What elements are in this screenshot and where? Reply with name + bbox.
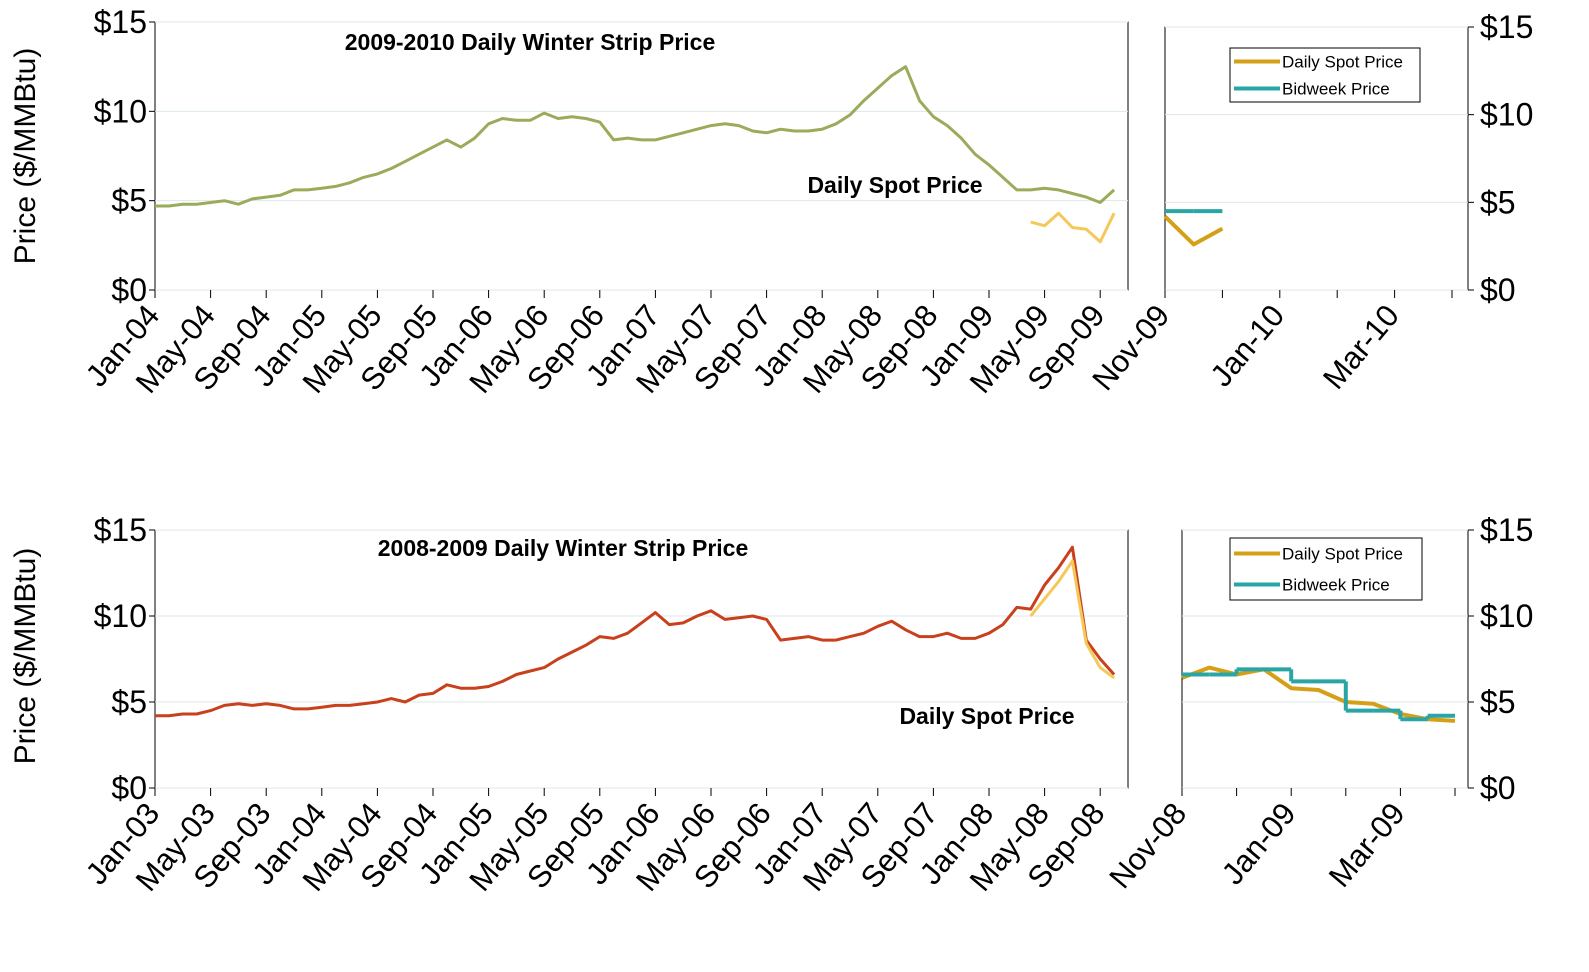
series-line <box>155 65 1116 208</box>
plot-area <box>154 21 1129 291</box>
x-tick-label: Jan-10 <box>1203 298 1291 393</box>
y-tick-label: $5 <box>1480 684 1516 720</box>
y-axis-label: Price ($/MMBtu) <box>9 548 42 765</box>
y-tick-label: $0 <box>111 272 147 308</box>
y-tick-label: $10 <box>94 93 147 129</box>
legend-label: Bidweek Price <box>1282 80 1390 99</box>
legend-label: Daily Spot Price <box>1282 545 1403 564</box>
series-line <box>1163 214 1224 247</box>
y-tick-label: $5 <box>1480 184 1516 220</box>
annotation: Daily Spot Price <box>807 172 982 198</box>
legend-label: Bidweek Price <box>1282 576 1390 595</box>
y-tick-label: $10 <box>1480 598 1533 634</box>
y-tick-label: $0 <box>111 770 147 806</box>
panel-title: 2008-2009 Daily Winter Strip Price <box>378 535 749 561</box>
series-line <box>155 545 1116 718</box>
y-tick-label: $0 <box>1480 770 1516 806</box>
plot-area <box>154 529 1129 789</box>
y-tick-label: $15 <box>94 512 147 548</box>
y-tick-label: $15 <box>1480 9 1533 45</box>
legend-box <box>1229 537 1423 601</box>
legend-box <box>1229 47 1421 103</box>
x-tick-label: Jan-09 <box>1215 796 1303 891</box>
x-tick-label: Mar-09 <box>1322 796 1412 894</box>
y-tick-label: $15 <box>1480 512 1533 548</box>
y-axis-label: Price ($/MMBtu) <box>9 48 42 265</box>
x-tick-label: Mar-10 <box>1316 298 1406 396</box>
panel-title: 2009-2010 Daily Winter Strip Price <box>345 29 716 55</box>
legend-label: Daily Spot Price <box>1282 53 1403 72</box>
x-tick-label: Nov-08 <box>1102 796 1193 895</box>
y-tick-label: $10 <box>1480 97 1533 133</box>
y-tick-label: $5 <box>111 183 147 219</box>
series-line <box>1029 559 1115 680</box>
y-tick-label: $0 <box>1480 272 1516 308</box>
y-tick-label: $15 <box>94 4 147 40</box>
series-line <box>1030 211 1116 244</box>
annotation: Daily Spot Price <box>899 703 1074 729</box>
y-tick-label: $5 <box>111 684 147 720</box>
y-tick-label: $10 <box>94 598 147 634</box>
series-line <box>1181 665 1456 723</box>
